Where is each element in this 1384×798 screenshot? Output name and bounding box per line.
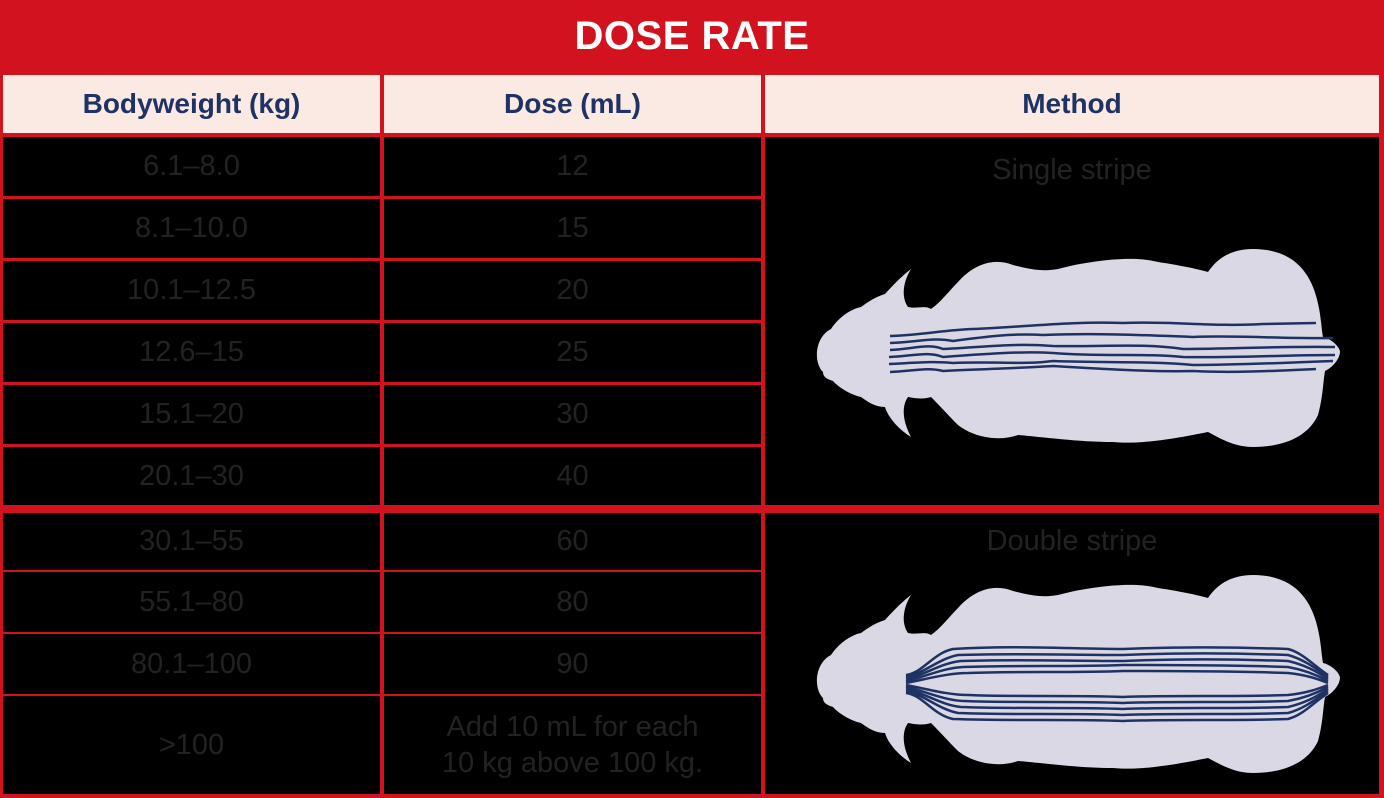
method-cell-double: Double stripe xyxy=(765,513,1379,794)
bodyweight-cell: 8.1–10.0 xyxy=(3,199,380,258)
bodyweight-cell: 30.1–55 xyxy=(3,513,380,570)
bodyweight-cell: 80.1–100 xyxy=(3,634,380,694)
method-cell-single: Single stripe xyxy=(765,137,1379,505)
dose-note-line-1: Add 10 mL for each xyxy=(446,710,699,743)
bodyweight-cell: 55.1–80 xyxy=(3,572,380,632)
header-bodyweight: Bodyweight (kg) xyxy=(3,75,380,133)
table-title: DOSE RATE xyxy=(0,0,1384,73)
dog-double-stripe-icon xyxy=(816,575,1340,773)
bodyweight-cell: >100 xyxy=(3,696,380,794)
bodyweight-cell: 6.1–8.0 xyxy=(3,137,380,196)
dose-cell: 12 xyxy=(384,137,761,196)
dose-cell: 80 xyxy=(384,572,761,632)
dose-note-line-2: 10 kg above 100 kg. xyxy=(441,747,704,779)
dose-cell: 20 xyxy=(384,261,761,320)
dose-cell: Add 10 mL for each 10 kg above 100 kg. xyxy=(384,696,761,794)
bodyweight-cell: 10.1–12.5 xyxy=(3,261,380,320)
dose-cell: 25 xyxy=(384,323,761,382)
dose-cell: 60 xyxy=(384,513,761,570)
header-dose: Dose (mL) xyxy=(384,75,761,133)
dose-rate-table: Bodyweight (kg) Dose (mL) Method 6.1–8.0… xyxy=(0,73,1384,798)
dose-cell: 90 xyxy=(384,634,761,694)
dog-single-stripe-icon xyxy=(816,249,1340,447)
header-method: Method xyxy=(765,75,1379,133)
method-label: Single stripe xyxy=(992,154,1152,186)
dose-cell: 15 xyxy=(384,199,761,258)
bodyweight-cell: 20.1–30 xyxy=(3,447,380,505)
dose-cell: 30 xyxy=(384,385,761,444)
bodyweight-cell: 15.1–20 xyxy=(3,385,380,444)
method-label: Double stripe xyxy=(986,525,1158,557)
bodyweight-cell: 12.6–15 xyxy=(3,323,380,382)
dose-cell: 40 xyxy=(384,447,761,505)
